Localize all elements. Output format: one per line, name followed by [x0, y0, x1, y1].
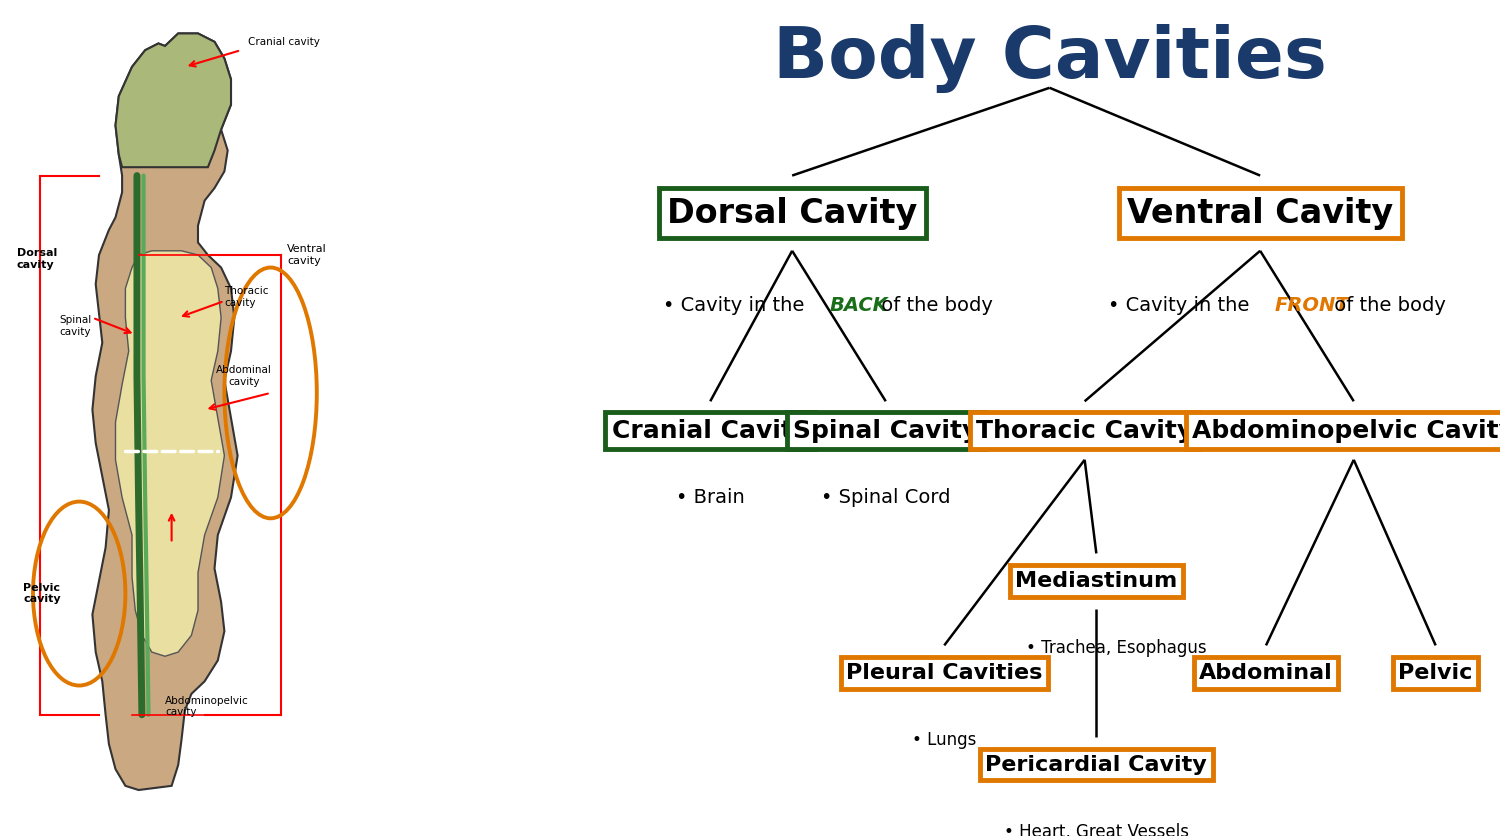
Text: Thoracic Cavity: Thoracic Cavity — [976, 419, 1192, 442]
Text: Mediastinum: Mediastinum — [1016, 571, 1178, 591]
Text: Ventral
cavity: Ventral cavity — [286, 244, 327, 266]
Text: of the body: of the body — [1328, 296, 1446, 314]
Text: • Cavity in the: • Cavity in the — [663, 296, 812, 314]
Text: Dorsal
cavity: Dorsal cavity — [16, 248, 57, 270]
Text: Cranial cavity: Cranial cavity — [248, 37, 320, 47]
Text: • Lungs: • Lungs — [912, 731, 976, 749]
Text: Abdominopelvic Cavity: Abdominopelvic Cavity — [1192, 419, 1500, 442]
Text: Dorsal Cavity: Dorsal Cavity — [668, 196, 918, 230]
Polygon shape — [116, 33, 231, 167]
Polygon shape — [93, 33, 237, 790]
Text: FRONT: FRONT — [1274, 296, 1348, 314]
Text: Pleural Cavities: Pleural Cavities — [846, 663, 1042, 683]
Text: Spinal Cavity: Spinal Cavity — [794, 419, 978, 442]
Text: Cranial Cavity: Cranial Cavity — [612, 419, 809, 442]
Text: Abdominal: Abdominal — [1198, 663, 1334, 683]
Text: • Cavity in the: • Cavity in the — [1108, 296, 1256, 314]
Text: • Heart, Great Vessels: • Heart, Great Vessels — [1004, 823, 1190, 836]
Text: Pericardial Cavity: Pericardial Cavity — [986, 755, 1208, 775]
Text: of the body: of the body — [874, 296, 993, 314]
Text: Body Cavities: Body Cavities — [772, 24, 1326, 93]
Text: Spinal
cavity: Spinal cavity — [60, 315, 92, 337]
Text: Pelvic
cavity: Pelvic cavity — [22, 583, 60, 604]
Text: Pelvic: Pelvic — [1398, 663, 1473, 683]
Text: BACK: BACK — [830, 296, 888, 314]
Polygon shape — [116, 251, 225, 656]
Text: Abdominopelvic
cavity: Abdominopelvic cavity — [165, 696, 249, 717]
Text: • Spinal Cord: • Spinal Cord — [821, 488, 951, 507]
Text: Thoracic
cavity: Thoracic cavity — [225, 286, 268, 308]
Text: Abdominal
cavity: Abdominal cavity — [216, 365, 272, 387]
Text: Ventral Cavity: Ventral Cavity — [1126, 196, 1394, 230]
Text: • Brain: • Brain — [676, 488, 744, 507]
Text: • Trachea, Esophagus: • Trachea, Esophagus — [1026, 639, 1208, 657]
